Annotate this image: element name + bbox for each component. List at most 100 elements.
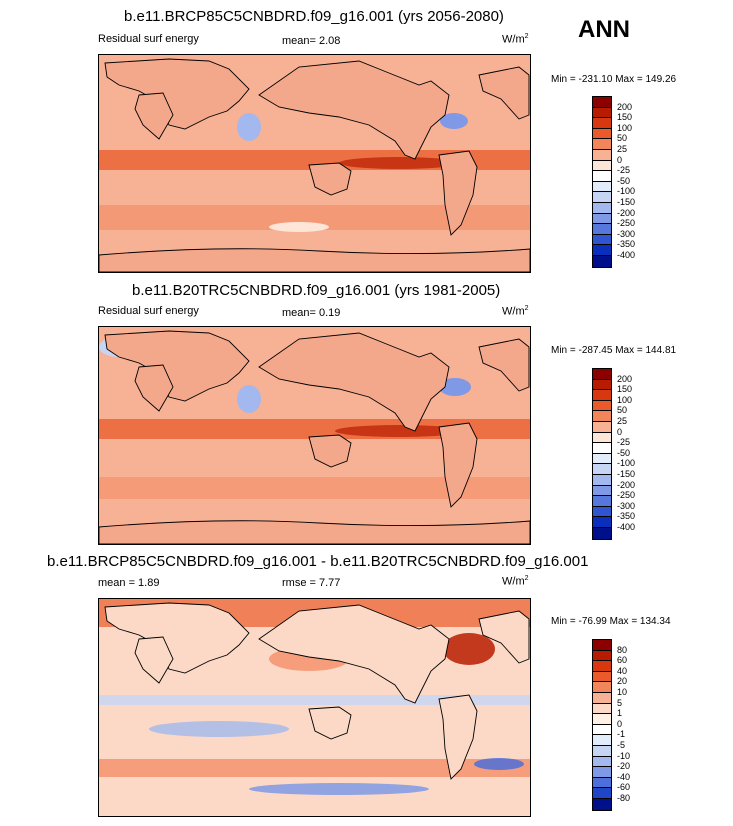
panel-1-gulfstream-low xyxy=(440,113,468,129)
colorbar-swatch xyxy=(593,453,611,465)
colorbar-tick-label: 25 xyxy=(617,144,628,154)
panel-3-min-max: Min = -76.99 Max = 134.34 xyxy=(551,616,671,627)
season-label: ANN xyxy=(578,16,630,43)
panel-1-pacific-maximum xyxy=(339,157,459,169)
colorbar-swatch xyxy=(593,128,611,140)
colorbar-swatch xyxy=(593,692,611,704)
colorbar-swatch xyxy=(593,369,611,380)
panel-3-colorbar xyxy=(592,639,612,811)
panel-2-colorbar xyxy=(592,368,612,540)
colorbar-tick-label: -25 xyxy=(617,165,631,176)
colorbar-tick-label: -300 xyxy=(617,500,636,511)
colorbar-tick-label: 60 xyxy=(617,655,628,666)
colorbar-tick-label: -5 xyxy=(617,740,626,750)
colorbar-tick-label: 40 xyxy=(617,665,628,676)
colorbar-swatch xyxy=(593,192,611,203)
panel-2-continents xyxy=(99,330,530,544)
colorbar-tick-label: -150 xyxy=(617,197,636,207)
colorbar-swatch xyxy=(593,443,611,454)
colorbar-swatch xyxy=(593,464,611,475)
colorbar-tick-label: 200 xyxy=(617,373,633,384)
colorbar-swatch xyxy=(593,202,611,214)
colorbar-tick-label: -300 xyxy=(617,228,636,239)
panel-2-map xyxy=(98,326,531,545)
panel-2-mean-label: mean= 0.19 xyxy=(282,307,341,319)
panel-3-continents xyxy=(104,602,530,780)
colorbar-tick-label: 10 xyxy=(617,687,628,697)
colorbar-swatch xyxy=(593,213,611,225)
colorbar-swatch xyxy=(593,421,611,433)
panel-1-colorbar xyxy=(592,96,612,268)
colorbar-tick-label: 5 xyxy=(617,697,623,708)
colorbar-swatch xyxy=(593,756,611,768)
colorbar-tick-label: -60 xyxy=(617,782,631,793)
panel-3-title: b.e11.BRCP85C5CNBDRD.f09_g16.001 - b.e11… xyxy=(47,553,589,570)
colorbar-tick-label: -10 xyxy=(617,750,631,761)
panel-2-min-max: Min = -287.45 Max = 144.81 xyxy=(551,345,677,356)
colorbar-swatch xyxy=(593,671,611,683)
colorbar-swatch xyxy=(593,107,611,119)
colorbar-tick-label: 0 xyxy=(617,426,623,437)
colorbar-tick-label: -100 xyxy=(617,458,636,469)
panel-3-south-atlantic-cool xyxy=(474,758,524,770)
panel-1-south-pacific-patch xyxy=(269,222,329,232)
colorbar-tick-label: 100 xyxy=(617,122,633,133)
colorbar-swatch xyxy=(593,724,611,736)
colorbar-swatch xyxy=(593,640,611,651)
panel-2-gulfstream-low xyxy=(439,378,471,396)
colorbar-tick-label: 150 xyxy=(617,112,633,123)
panel-3-indian-cool xyxy=(149,721,289,737)
colorbar-swatch xyxy=(593,496,611,507)
panel-1-title: b.e11.BRCP85C5CNBDRD.f09_g16.001 (yrs 20… xyxy=(124,8,504,25)
colorbar-swatch xyxy=(593,118,611,129)
colorbar-tick-label: 0 xyxy=(617,154,623,165)
colorbar-tick-label: 20 xyxy=(617,676,628,687)
colorbar-swatch xyxy=(593,181,611,193)
panel-1-continents xyxy=(99,58,530,272)
colorbar-swatch xyxy=(593,400,611,412)
colorbar-tick-label: -80 xyxy=(617,793,631,803)
panel-3-southern-warm xyxy=(99,759,530,777)
colorbar-swatch xyxy=(593,390,611,401)
colorbar-swatch xyxy=(593,682,611,693)
colorbar-swatch xyxy=(593,432,611,444)
panel-1-kuroshio-low xyxy=(237,113,261,141)
panel-1-mean-label: mean= 2.08 xyxy=(282,35,341,47)
colorbar-swatch xyxy=(593,245,611,256)
colorbar-tick-label: -350 xyxy=(617,239,636,250)
colorbar-swatch xyxy=(593,255,611,267)
panel-2-title: b.e11.B20TRC5CNBDRD.f09_g16.001 (yrs 198… xyxy=(132,282,501,299)
panel-2-pacific-maximum xyxy=(335,425,463,437)
panel-3-mean-label: mean = 1.89 xyxy=(98,577,160,589)
colorbar-swatch xyxy=(593,160,611,172)
colorbar-tick-label: -50 xyxy=(617,175,631,186)
colorbar-tick-label: 50 xyxy=(617,405,628,416)
colorbar-tick-label: -250 xyxy=(617,218,636,229)
colorbar-swatch xyxy=(593,798,611,810)
colorbar-swatch xyxy=(593,527,611,539)
colorbar-tick-label: 100 xyxy=(617,394,633,405)
colorbar-swatch xyxy=(593,777,611,789)
panel-2-southern-band xyxy=(99,477,530,499)
colorbar-tick-label: -50 xyxy=(617,447,631,458)
colorbar-tick-label: -200 xyxy=(617,207,636,218)
panel-1-map xyxy=(98,54,531,273)
colorbar-swatch xyxy=(593,139,611,150)
colorbar-tick-label: -200 xyxy=(617,479,636,490)
colorbar-swatch xyxy=(593,517,611,528)
panel-1-variable-label: Residual surf energy xyxy=(98,33,199,45)
colorbar-swatch xyxy=(593,234,611,246)
colorbar-swatch xyxy=(593,474,611,486)
colorbar-swatch xyxy=(593,703,611,715)
colorbar-swatch xyxy=(593,661,611,672)
colorbar-swatch xyxy=(593,485,611,497)
panel-3-map xyxy=(98,598,531,817)
colorbar-swatch xyxy=(593,97,611,108)
panel-3-north-atlantic-max xyxy=(443,633,495,665)
colorbar-swatch xyxy=(593,506,611,518)
colorbar-swatch xyxy=(593,745,611,757)
colorbar-tick-label: 150 xyxy=(617,384,633,395)
colorbar-swatch xyxy=(593,650,611,662)
colorbar-tick-label: 25 xyxy=(617,416,628,426)
colorbar-swatch xyxy=(593,714,611,725)
